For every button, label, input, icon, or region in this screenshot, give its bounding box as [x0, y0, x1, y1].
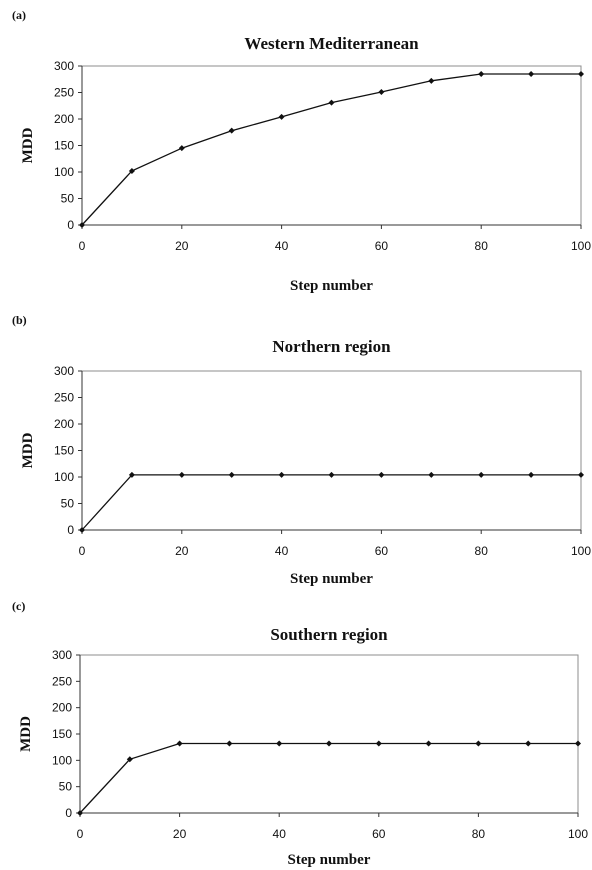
data-point	[178, 145, 185, 152]
chart-title: Western Mediterranean	[244, 34, 419, 53]
y-tick-label: 300	[52, 648, 72, 662]
chart-panel-1: (b) Northern region 0 50 100 150 200 250 300 0 20 4…	[12, 313, 591, 587]
data-point	[178, 471, 185, 478]
data-point	[528, 70, 535, 77]
x-tick-label: 20	[173, 827, 187, 841]
data-point	[375, 740, 382, 747]
y-tick-label: 200	[52, 701, 72, 715]
data-point	[128, 471, 135, 478]
chart-title: Southern region	[270, 625, 388, 644]
x-tick-label: 80	[475, 239, 489, 253]
x-tick-label: 60	[375, 544, 389, 558]
y-tick-label: 300	[54, 59, 74, 73]
y-tick-label: 50	[61, 192, 75, 206]
x-tick-label: 80	[472, 827, 486, 841]
y-tick-label: 50	[61, 497, 75, 511]
x-tick-label: 100	[568, 827, 588, 841]
x-tick-label: 60	[372, 827, 386, 841]
y-tick-label: 0	[67, 218, 74, 232]
x-tick-label: 20	[175, 239, 189, 253]
x-tick-label: 100	[571, 544, 591, 558]
plot-area	[81, 65, 582, 226]
data-point	[79, 222, 85, 228]
x-tick-label: 40	[275, 544, 289, 558]
data-point	[228, 127, 235, 134]
y-tick-label: 150	[54, 444, 74, 458]
data-point	[79, 527, 85, 533]
y-tick-label: 250	[52, 674, 72, 688]
data-point	[226, 740, 233, 747]
data-point	[278, 471, 285, 478]
y-tick-label: 250	[54, 391, 74, 405]
data-point	[278, 113, 285, 120]
y-axis-title: MDD	[20, 127, 36, 163]
x-tick-label: 60	[375, 239, 389, 253]
data-point	[77, 810, 83, 816]
y-axis-title: MDD	[20, 432, 36, 468]
panel-label: (a)	[12, 8, 26, 22]
x-tick-label: 40	[273, 827, 287, 841]
y-tick-label: 150	[54, 139, 74, 153]
x-tick-label: 0	[77, 827, 84, 841]
chart-panel-2: (c) Southern region 0 50 100 150 200 250 300 0 20 4…	[12, 599, 588, 868]
x-tick-label: 40	[275, 239, 289, 253]
data-point	[328, 99, 335, 106]
data-point	[176, 740, 183, 747]
y-tick-label: 100	[52, 753, 72, 767]
y-tick-label: 200	[54, 417, 74, 431]
panel-label: (c)	[12, 599, 25, 613]
data-point	[326, 740, 332, 747]
chart-panel-0: (a)Western Mediterranean0501001502002503…	[12, 8, 591, 294]
data-point	[428, 471, 435, 478]
data-point	[475, 740, 482, 747]
data-point	[378, 88, 385, 95]
plot-area	[81, 370, 582, 531]
y-tick-label: 200	[54, 112, 74, 126]
data-point	[428, 77, 435, 84]
data-point	[126, 756, 133, 763]
chart-title: Northern region	[272, 337, 391, 356]
data-point	[578, 471, 584, 478]
data-point	[328, 471, 335, 478]
x-tick-label: 80	[475, 544, 489, 558]
data-point	[528, 471, 535, 478]
data-point	[378, 471, 385, 478]
y-tick-label: 0	[65, 806, 72, 820]
data-point	[276, 740, 283, 747]
data-point	[525, 740, 532, 747]
data-point	[578, 70, 584, 77]
y-tick-label: 150	[52, 727, 72, 741]
data-point	[228, 471, 235, 478]
data-point	[478, 471, 485, 478]
x-axis-title: Step number	[290, 278, 373, 294]
y-tick-label: 0	[67, 523, 74, 537]
y-tick-label: 50	[59, 780, 73, 794]
x-axis-title: Step number	[290, 571, 373, 587]
y-tick-label: 100	[54, 470, 74, 484]
x-tick-label: 20	[175, 544, 189, 558]
x-tick-label: 0	[79, 239, 86, 253]
y-tick-label: 300	[54, 364, 74, 378]
data-point	[575, 740, 581, 747]
data-point	[478, 70, 485, 77]
panel-label: (b)	[12, 313, 27, 327]
y-tick-label: 100	[54, 165, 74, 179]
data-point	[425, 740, 432, 747]
x-axis-title: Step number	[288, 852, 371, 868]
y-axis-title: MDD	[18, 716, 34, 752]
x-tick-label: 100	[571, 239, 591, 253]
x-tick-label: 0	[79, 544, 86, 558]
data-point	[128, 167, 135, 174]
y-tick-label: 250	[54, 86, 74, 100]
plot-area	[79, 654, 579, 814]
